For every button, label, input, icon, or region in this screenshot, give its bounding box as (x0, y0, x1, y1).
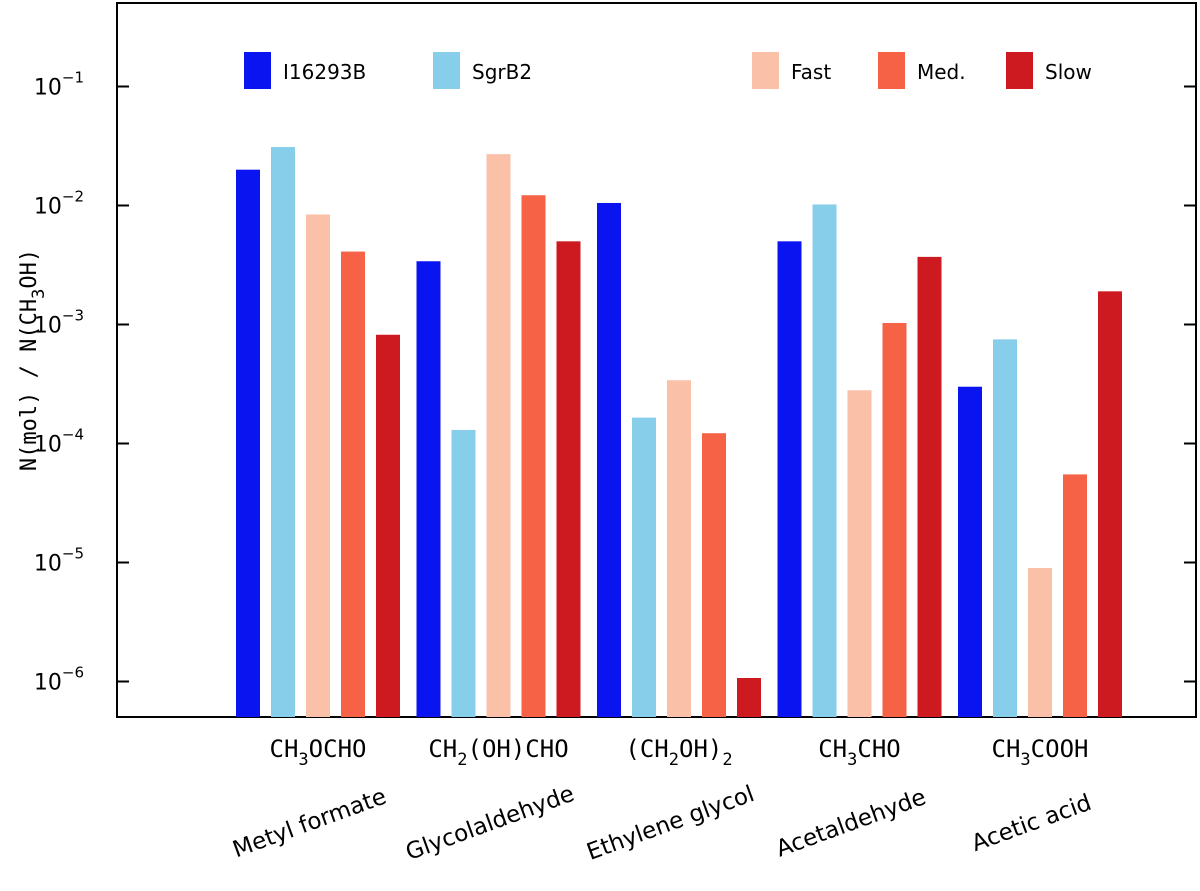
bar-i16293b (236, 169, 260, 717)
legend-label: Fast (791, 60, 831, 84)
bar-slow (556, 241, 581, 717)
y-tick-exponent: −3 (62, 307, 84, 325)
y-tick-base: 10 (34, 314, 62, 339)
formula-part: OH) (679, 735, 722, 763)
formula-part: 2 (457, 750, 467, 770)
category-name: Acetaldehyde (773, 784, 930, 862)
category-formula: (CH2OH)2 (625, 735, 732, 770)
legend-swatch (433, 52, 460, 89)
y-tick-label: 10−4 (34, 426, 84, 458)
ylabel-sub: 3 (29, 289, 49, 299)
y-axis-label: N(mol) / N(CH3OH) (17, 249, 49, 471)
bar-i16293b (958, 386, 982, 717)
bar-fast (486, 154, 511, 717)
bar-sgrb2 (451, 429, 476, 717)
y-tick-label: 10−1 (34, 69, 84, 101)
formula-part: 3 (1020, 750, 1030, 770)
bar-sgrb2 (632, 417, 656, 717)
category-formula: CH2(OH)CHO (428, 735, 568, 770)
legend: I16293B SgrB2 Fast Med. Slow (244, 52, 1092, 89)
bar-i16293b (597, 202, 621, 718)
formula-part: CH (818, 735, 847, 763)
bar-slow (1098, 291, 1122, 717)
bar-i16293b (416, 261, 441, 717)
bar-sgrb2 (812, 204, 837, 718)
category-name: Ethylene glycol (583, 781, 757, 866)
y-tick-label: 10−2 (34, 188, 84, 220)
bar-fast (306, 214, 330, 718)
bar-sgrb2 (271, 147, 295, 717)
formula-part: 3 (847, 750, 857, 770)
y-tick-base: 10 (34, 76, 62, 101)
formula-part: CH (428, 735, 457, 763)
bar-slow (917, 256, 942, 717)
y-axis-ticks: 10−110−210−310−410−510−6 (34, 69, 1196, 696)
y-tick-base: 10 (34, 195, 62, 220)
legend-swatch (1006, 52, 1033, 89)
formula-part: CH (992, 735, 1021, 763)
bar-sgrb2 (993, 339, 1017, 717)
category-name: Metyl formate (229, 784, 389, 864)
bar-med (882, 322, 907, 717)
bar-fast (1028, 567, 1052, 717)
y-tick-base: 10 (34, 671, 62, 696)
bar-fast (667, 380, 691, 717)
y-tick-label: 10−3 (34, 307, 84, 339)
legend-label: SgrB2 (472, 60, 532, 84)
legend-swatch (244, 52, 271, 89)
y-tick-label: 10−6 (34, 664, 84, 696)
category-formula: CH3CHO (818, 735, 901, 770)
formula-part: (CH (625, 735, 668, 763)
bar-med (1063, 474, 1087, 717)
category-name: Glycolaldehyde (402, 781, 577, 866)
y-tick-exponent: −5 (62, 545, 84, 563)
bar-i16293b (777, 241, 802, 717)
bar-med (702, 433, 726, 717)
bar-fast (847, 390, 872, 717)
plot-frame (116, 2, 1197, 718)
formula-part: CH (270, 735, 299, 763)
legend-swatch (878, 52, 905, 89)
bar-med (341, 251, 365, 717)
bars (236, 147, 1122, 718)
formula-part: 3 (298, 750, 308, 770)
legend-label: Slow (1045, 60, 1092, 84)
y-tick-exponent: −6 (62, 664, 84, 682)
ylabel-prefix: N(mol) / N(CH (17, 299, 42, 471)
legend-label: I16293B (283, 60, 366, 84)
formula-part: COOH (1031, 735, 1089, 763)
formula-part: 2 (669, 750, 679, 770)
category-name: Acetic acid (968, 790, 1095, 857)
formula-part: CHO (857, 735, 900, 763)
y-tick-base: 10 (34, 433, 62, 458)
legend-label: Med. (917, 60, 966, 84)
formula-part: 2 (722, 750, 732, 770)
legend-swatch (752, 52, 779, 89)
bar-slow (376, 334, 400, 717)
y-tick-exponent: −2 (62, 188, 84, 206)
bar-slow (737, 678, 761, 717)
formula-part: OCHO (309, 735, 367, 763)
category-formula: CH3COOH (992, 735, 1089, 770)
y-tick-label: 10−5 (34, 545, 84, 577)
y-tick-exponent: −4 (62, 426, 84, 444)
formula-part: (OH)CHO (468, 735, 569, 763)
ylabel-suffix: OH) (17, 249, 42, 289)
category-formula: CH3OCHO (270, 735, 367, 770)
y-tick-base: 10 (34, 552, 62, 577)
y-tick-exponent: −1 (62, 69, 84, 87)
bar-med (521, 195, 546, 718)
